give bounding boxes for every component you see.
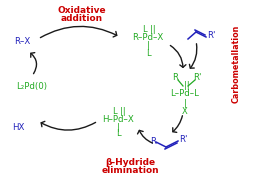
Text: R': R' — [207, 30, 215, 40]
Text: L₂Pd(0): L₂Pd(0) — [17, 83, 47, 91]
Text: L: L — [146, 49, 150, 57]
Text: HX: HX — [12, 122, 24, 132]
Text: Oxidative: Oxidative — [58, 6, 106, 15]
Text: R': R' — [179, 136, 188, 145]
Text: Carbometallation: Carbometallation — [231, 25, 240, 103]
Text: R–Pd–X: R–Pd–X — [132, 33, 164, 42]
Text: ||: || — [184, 81, 190, 91]
Text: R': R' — [193, 73, 201, 81]
Text: |: | — [117, 122, 119, 132]
Text: ||: || — [150, 25, 156, 33]
Text: |: | — [183, 99, 187, 108]
Text: R: R — [150, 136, 156, 146]
Text: elimination: elimination — [101, 166, 159, 175]
Text: L: L — [116, 129, 120, 139]
Text: L–Pd–L: L–Pd–L — [171, 90, 199, 98]
Text: ||: || — [120, 106, 126, 115]
Text: |: | — [147, 42, 149, 50]
Text: X: X — [182, 106, 188, 115]
Text: H–Pd–X: H–Pd–X — [102, 115, 134, 123]
Text: R–X: R–X — [14, 36, 30, 46]
Text: R: R — [172, 73, 178, 81]
Text: addition: addition — [61, 14, 103, 23]
Text: L: L — [112, 106, 116, 115]
Text: β-Hydride: β-Hydride — [105, 158, 155, 167]
Text: L: L — [142, 25, 146, 33]
